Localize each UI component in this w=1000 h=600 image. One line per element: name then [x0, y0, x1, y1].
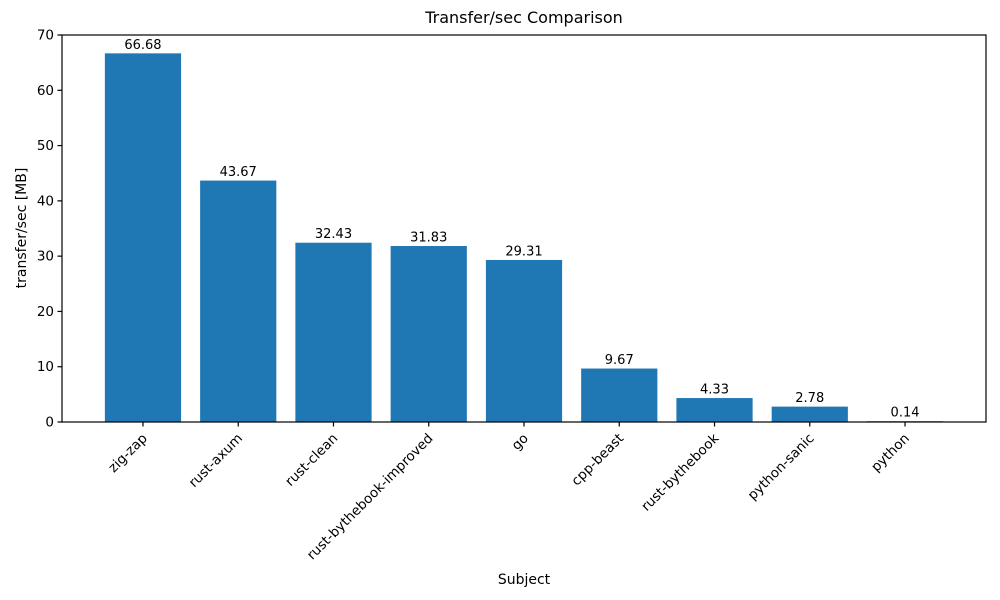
x-tick-label: go — [509, 431, 532, 454]
bar-value-label: 43.67 — [220, 165, 257, 180]
y-tick-label: 50 — [37, 138, 54, 154]
x-tick-label: rust-clean — [282, 431, 341, 490]
bar-value-label: 66.68 — [124, 38, 161, 53]
x-tick-label: zig-zap — [105, 431, 150, 476]
bar-python-sanic — [771, 406, 848, 422]
y-tick-label: 30 — [37, 249, 54, 265]
y-tick-label: 60 — [37, 83, 54, 99]
x-tick-label: python-sanic — [745, 431, 818, 504]
bar-rust-clean — [295, 242, 372, 422]
x-tick-label: python — [868, 431, 913, 476]
x-tick-label: rust-axum — [186, 431, 246, 491]
y-tick-label: 70 — [37, 28, 54, 44]
bar-value-label: 0.14 — [891, 406, 920, 421]
bar-value-label: 29.31 — [505, 244, 542, 259]
x-tick-label: cpp-beast — [568, 431, 627, 490]
bar-zig-zap — [104, 53, 182, 422]
bar-value-label: 4.33 — [700, 383, 729, 398]
chart-title: Transfer/sec Comparison — [425, 8, 623, 27]
bar-rust-axum — [200, 180, 277, 422]
bar-rust-bythebook-improved — [390, 246, 467, 422]
bar-cpp-beast — [581, 368, 658, 422]
y-tick-label: 10 — [37, 359, 54, 375]
bar-rust-bythebook — [676, 398, 753, 422]
x-axis-label: Subject — [497, 572, 551, 588]
bar-value-label: 9.67 — [605, 353, 634, 368]
bar-go — [485, 259, 563, 422]
bar-value-label: 31.83 — [410, 231, 447, 246]
y-tick-label: 0 — [45, 415, 54, 431]
y-tick-label: 20 — [37, 304, 54, 320]
x-tick-label: rust-bythebook — [638, 430, 722, 514]
bar-value-label: 32.43 — [315, 227, 352, 242]
bar-value-label: 2.78 — [795, 391, 824, 406]
y-tick-label: 40 — [37, 193, 54, 209]
y-axis-label: transfer/sec [MB] — [14, 167, 30, 289]
